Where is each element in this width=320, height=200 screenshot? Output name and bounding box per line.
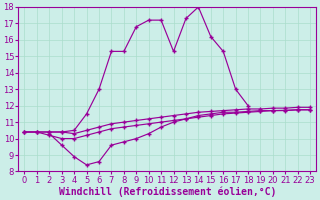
X-axis label: Windchill (Refroidissement éolien,°C): Windchill (Refroidissement éolien,°C) (59, 186, 276, 197)
